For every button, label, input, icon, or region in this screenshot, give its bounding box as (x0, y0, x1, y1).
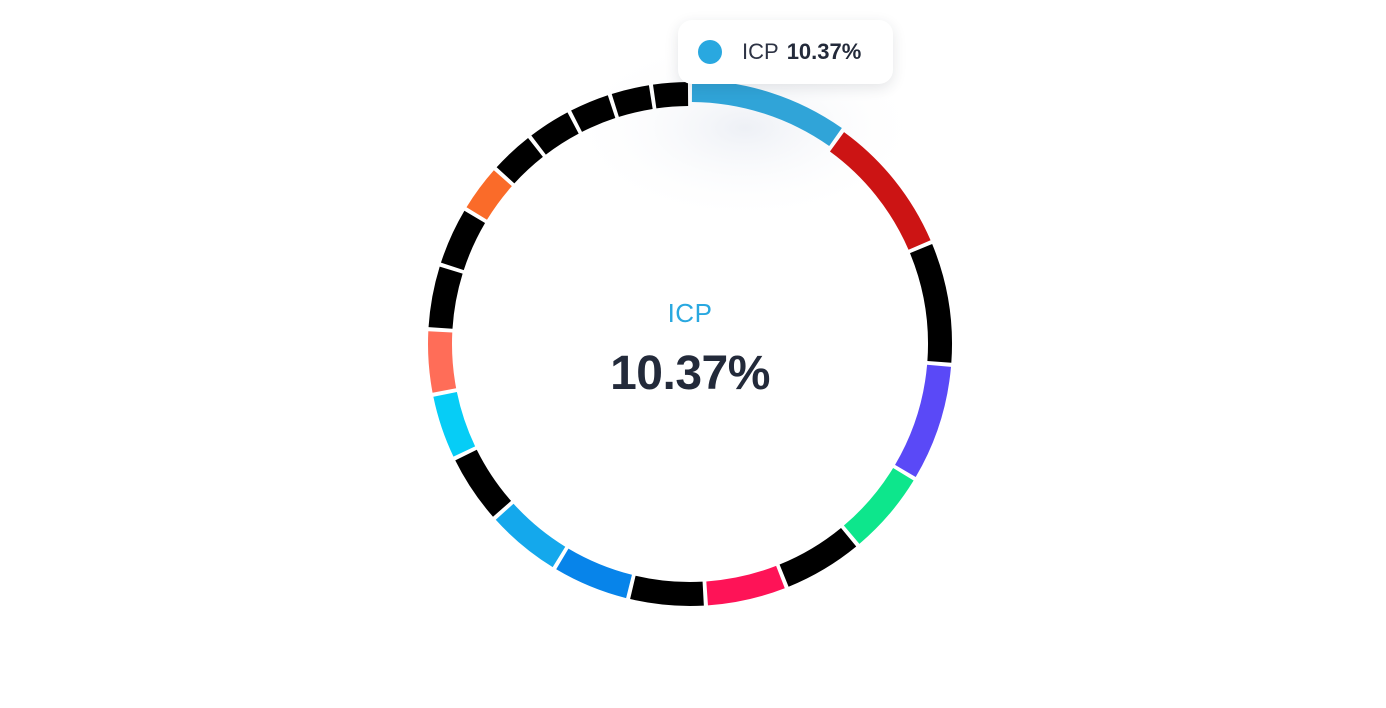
donut-slice[interactable] (630, 575, 704, 606)
tooltip-value: 10.37% (786, 39, 862, 64)
donut-slice[interactable] (496, 138, 543, 184)
center-series-label: ICP (667, 298, 713, 328)
donut-slices (428, 80, 953, 606)
donut-slice[interactable] (571, 95, 616, 132)
donut-slice[interactable] (440, 210, 486, 271)
tooltip-label: ICP (742, 39, 779, 64)
donut-slice[interactable] (455, 449, 512, 517)
donut-slice[interactable] (829, 132, 931, 250)
donut-slice[interactable] (531, 112, 579, 155)
donut-slice[interactable] (843, 468, 914, 544)
donut-slice[interactable] (611, 85, 653, 117)
donut-slice[interactable] (909, 244, 953, 363)
donut-slice[interactable] (895, 364, 951, 478)
donut-slice[interactable] (428, 331, 457, 393)
donut-slice[interactable] (428, 266, 463, 329)
donut-slice[interactable] (691, 80, 842, 147)
chart-tooltip: ICP 10.37% (678, 20, 893, 84)
donut-slice[interactable] (433, 391, 476, 457)
donut-slice[interactable] (495, 503, 566, 568)
center-series-value: 10.37% (610, 347, 770, 400)
donut-slice[interactable] (779, 527, 857, 587)
tooltip-color-dot (698, 40, 722, 64)
donut-slice[interactable] (706, 565, 785, 606)
donut-slice[interactable] (652, 82, 689, 109)
donut-slice[interactable] (466, 170, 512, 220)
donut-slice[interactable] (556, 548, 632, 599)
